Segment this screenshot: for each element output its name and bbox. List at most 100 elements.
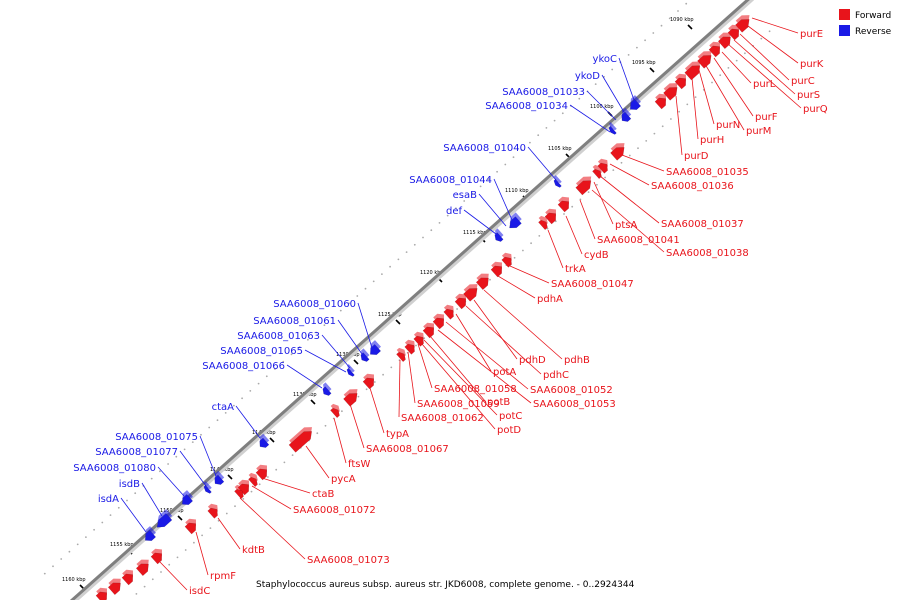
forward-feature-6-gene-arrow[interactable]: [673, 71, 691, 90]
gene-label-saa6008-01034[interactable]: SAA6008_01034: [485, 101, 568, 112]
gene-label-saa6008-01075[interactable]: SAA6008_01075: [115, 432, 198, 443]
gene-label-purq[interactable]: purQ: [803, 104, 828, 115]
forward-feature-17-gene-arrow[interactable]: [489, 259, 507, 278]
reverse-feature-2-gene-arrow[interactable]: [606, 122, 619, 136]
gene-label-potd[interactable]: potD: [497, 425, 521, 436]
gene-label-saa6008-01041[interactable]: SAA6008_01041: [597, 235, 680, 246]
forward-feature-1-gene-arrow[interactable]: [726, 22, 744, 41]
forward-feature-3-gene-arrow[interactable]: [707, 39, 725, 58]
forward-feature-20-gene-arrow[interactable]: [453, 291, 471, 310]
gene-label-ctaa[interactable]: ctaA: [212, 402, 235, 413]
forward-feature-21-gene-arrow[interactable]: [442, 302, 459, 320]
forward-feature-24-gene-arrow[interactable]: [412, 329, 429, 347]
forward-feature-25-gene-arrow[interactable]: [403, 337, 420, 355]
forward-feature-27-gene-arrow[interactable]: [361, 371, 379, 390]
gene-label-potc[interactable]: potC: [499, 411, 522, 422]
gene-label-isdb[interactable]: isdB: [119, 479, 140, 490]
gene-label-saa6008-01065[interactable]: SAA6008_01065: [220, 346, 303, 357]
forward-feature-7-gene-arrow[interactable]: [661, 79, 682, 101]
forward-feature-38-gene-arrow[interactable]: [134, 556, 154, 577]
gene-label-typa[interactable]: typA: [386, 429, 409, 440]
gene-label-purk[interactable]: purK: [800, 59, 824, 70]
reverse-feature-11-gene-arrow[interactable]: [210, 470, 226, 487]
forward-feature-5-gene-arrow[interactable]: [683, 58, 706, 81]
gene-label-isdc[interactable]: isdC: [189, 586, 210, 597]
forward-feature-35-gene-arrow[interactable]: [206, 501, 223, 519]
gene-label-purf[interactable]: purF: [755, 112, 778, 123]
gene-label-purm[interactable]: purM: [746, 126, 771, 137]
forward-feature-23-gene-arrow[interactable]: [421, 320, 439, 339]
gene-label-purh[interactable]: purH: [700, 135, 724, 146]
forward-feature-11-gene-arrow[interactable]: [590, 163, 605, 180]
gene-label-saa6008-01060[interactable]: SAA6008_01060: [273, 299, 356, 310]
forward-feature-30-gene-arrow[interactable]: [287, 423, 317, 453]
gene-label-purn[interactable]: purN: [716, 120, 740, 131]
forward-feature-0-gene-arrow[interactable]: [733, 11, 754, 33]
forward-feature-29-gene-arrow[interactable]: [328, 402, 343, 419]
reverse-feature-7-gene-arrow[interactable]: [357, 348, 372, 363]
forward-feature-10-gene-arrow[interactable]: [596, 156, 613, 174]
reverse-feature-12-gene-arrow[interactable]: [201, 481, 214, 495]
forward-feature-39-gene-arrow[interactable]: [120, 567, 138, 586]
gene-label-purc[interactable]: purC: [791, 76, 815, 87]
forward-feature-16-gene-arrow[interactable]: [500, 250, 517, 268]
gene-label-purs[interactable]: purS: [797, 90, 820, 101]
gene-label-saa6008-01067[interactable]: SAA6008_01067: [366, 444, 449, 455]
gene-label-pdhc[interactable]: pdhC: [543, 370, 569, 381]
gene-label-saa6008-01047[interactable]: SAA6008_01047: [551, 279, 634, 290]
gene-label-potb[interactable]: potB: [487, 397, 510, 408]
forward-feature-32-gene-arrow[interactable]: [246, 471, 261, 488]
forward-feature-40-gene-arrow[interactable]: [106, 575, 126, 596]
forward-feature-2-gene-arrow[interactable]: [716, 29, 736, 50]
gene-label-saa6008-01036[interactable]: SAA6008_01036: [651, 181, 734, 192]
forward-feature-14-gene-arrow[interactable]: [543, 206, 561, 225]
gene-label-saa6008-01059[interactable]: SAA6008_01059: [417, 399, 500, 410]
gene-label-pdhd[interactable]: pdhD: [519, 355, 546, 366]
gene-label-saa6008-01066[interactable]: SAA6008_01066: [202, 361, 285, 372]
forward-feature-4-gene-arrow[interactable]: [695, 47, 716, 69]
reverse-feature-8-gene-arrow[interactable]: [344, 364, 357, 378]
gene-label-saa6008-01073[interactable]: SAA6008_01073: [307, 555, 390, 566]
gene-label-saa6008-01058[interactable]: SAA6008_01058: [434, 384, 517, 395]
forward-feature-9-gene-arrow[interactable]: [608, 139, 629, 161]
gene-label-cydb[interactable]: cydB: [584, 250, 609, 261]
forward-feature-41-gene-arrow[interactable]: [94, 585, 112, 600]
gene-label-saa6008-01040[interactable]: SAA6008_01040: [443, 143, 526, 154]
gene-label-saa6008-01077[interactable]: SAA6008_01077: [95, 447, 178, 458]
gene-label-def[interactable]: def: [446, 206, 463, 217]
forward-feature-31-gene-arrow[interactable]: [254, 462, 272, 481]
forward-feature-18-gene-arrow[interactable]: [474, 270, 494, 291]
gene-label-saa6008-01053[interactable]: SAA6008_01053: [533, 399, 616, 410]
gene-label-saa6008-01052[interactable]: SAA6008_01052: [530, 385, 613, 396]
gene-label-pdhb[interactable]: pdhB: [564, 355, 590, 366]
gene-label-pure[interactable]: purE: [800, 29, 823, 40]
reverse-feature-3-gene-arrow[interactable]: [551, 175, 564, 189]
gene-label-pdha[interactable]: pdhA: [537, 294, 563, 305]
forward-feature-19-gene-arrow[interactable]: [461, 280, 482, 302]
reverse-feature-4-gene-arrow[interactable]: [505, 212, 524, 231]
gene-label-saa6008-01035[interactable]: SAA6008_01035: [666, 167, 749, 178]
gene-label-saa6008-01033[interactable]: SAA6008_01033: [502, 87, 585, 98]
forward-feature-28-gene-arrow[interactable]: [341, 385, 362, 407]
reverse-feature-5-gene-arrow[interactable]: [491, 228, 506, 243]
reverse-feature-0-gene-arrow[interactable]: [625, 95, 643, 113]
gene-label-ykoc[interactable]: ykoC: [593, 54, 617, 65]
gene-label-saa6008-01038[interactable]: SAA6008_01038: [666, 248, 749, 259]
gene-label-ptsa[interactable]: ptsA: [615, 220, 637, 231]
gene-label-ctab[interactable]: ctaB: [312, 489, 335, 500]
gene-label-saa6008-01062[interactable]: SAA6008_01062: [401, 413, 484, 424]
forward-feature-15-gene-arrow[interactable]: [536, 214, 551, 231]
forward-feature-13-gene-arrow[interactable]: [556, 194, 574, 213]
reverse-feature-1-gene-arrow[interactable]: [617, 107, 633, 124]
gene-label-saa6008-01061[interactable]: SAA6008_01061: [253, 316, 336, 327]
forward-feature-22-gene-arrow[interactable]: [431, 311, 449, 330]
reverse-feature-13-gene-arrow[interactable]: [177, 490, 195, 508]
gene-label-trka[interactable]: trkA: [565, 264, 586, 275]
reverse-feature-15-gene-arrow[interactable]: [140, 526, 158, 544]
gene-label-saa6008-01037[interactable]: SAA6008_01037: [661, 219, 744, 230]
gene-label-esab[interactable]: esaB: [453, 190, 477, 201]
reverse-feature-14-gene-arrow[interactable]: [152, 509, 174, 531]
gene-label-saa6008-01080[interactable]: SAA6008_01080: [73, 463, 156, 474]
forward-feature-36-gene-arrow[interactable]: [183, 516, 201, 535]
gene-label-purd[interactable]: purD: [684, 151, 709, 162]
